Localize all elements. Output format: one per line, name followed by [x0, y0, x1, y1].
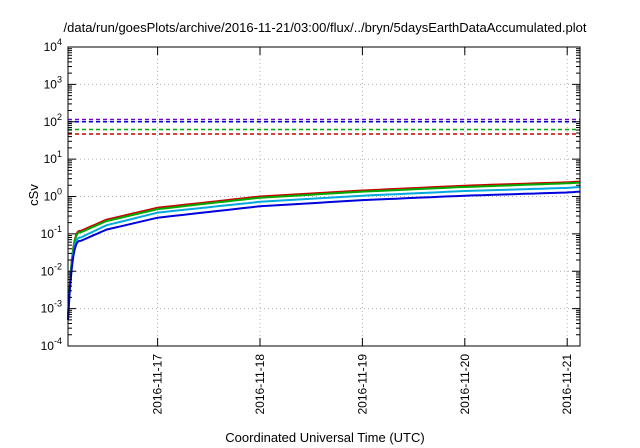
y-tick-labels: 10-4 10-3 10-2 10-1 100 101 102 103 104 [41, 37, 62, 353]
y-tick-label: 104 [44, 37, 62, 54]
x-tick-labels: 2016-11-17 2016-11-18 2016-11-19 2016-11-20… [151, 354, 575, 415]
series-line [67, 181, 581, 317]
y-tick-label: 101 [44, 149, 62, 166]
chart-title: /data/run/goesPlots/archive/2016-11-21/0… [64, 20, 587, 35]
x-axis-label: Coordinated Universal Time (UTC) [225, 430, 424, 445]
series-line [67, 186, 580, 320]
x-tick-label: 2016-11-18 [253, 354, 267, 415]
x-tick-label: 2016-11-20 [458, 354, 472, 415]
y-tick-label: 10-4 [41, 336, 62, 353]
grid [68, 47, 580, 346]
y-tick-label: 103 [44, 74, 62, 91]
axis-ticks [68, 46, 580, 347]
threshold-lines [68, 118, 580, 135]
series-line [67, 190, 581, 320]
y-tick-label: 102 [44, 112, 62, 129]
x-tick-label: 2016-11-21 [560, 354, 574, 415]
y-tick-label: 10-1 [41, 224, 62, 241]
y-axis-label: cSv [26, 184, 41, 206]
x-tick-label: 2016-11-17 [151, 354, 165, 415]
series-lines [67, 180, 581, 320]
y-tick-label: 10-2 [41, 261, 62, 278]
y-tick-label: 100 [44, 187, 62, 204]
y-tick-label: 10-3 [41, 299, 62, 316]
x-tick-label: 2016-11-19 [355, 354, 369, 415]
